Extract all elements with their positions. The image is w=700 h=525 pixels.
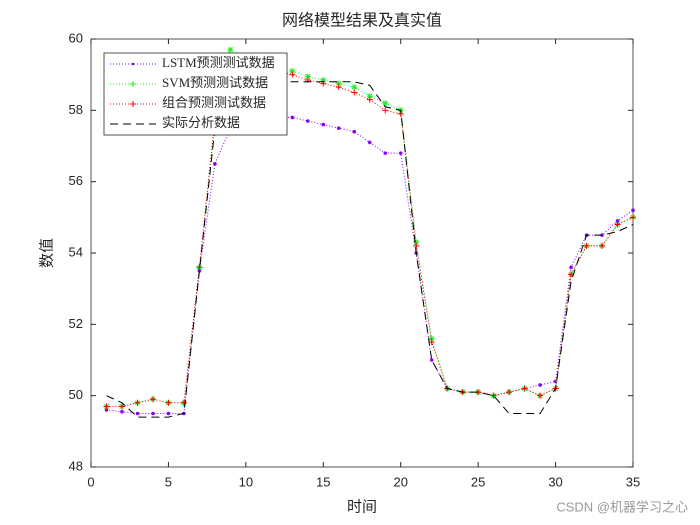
y-tick-label: 60 bbox=[69, 30, 83, 45]
point bbox=[382, 100, 389, 107]
point bbox=[290, 115, 295, 120]
point bbox=[151, 411, 155, 416]
y-tick-label: 52 bbox=[69, 316, 83, 331]
point bbox=[367, 140, 372, 145]
point bbox=[506, 389, 513, 396]
point bbox=[429, 358, 434, 362]
x-tick-label: 10 bbox=[239, 474, 253, 489]
point bbox=[320, 77, 327, 84]
point bbox=[351, 84, 358, 91]
point bbox=[521, 385, 528, 392]
point bbox=[614, 221, 621, 228]
y-axis-label: 数值 bbox=[38, 238, 55, 268]
legend-label: SVM预测测试数据 bbox=[162, 75, 268, 90]
x-tick-label: 35 bbox=[626, 474, 640, 489]
y-tick-label: 48 bbox=[69, 458, 83, 473]
point bbox=[599, 242, 606, 249]
point bbox=[118, 403, 125, 410]
point bbox=[398, 151, 403, 155]
chart-title: 网络模型结果及真实值 bbox=[282, 11, 442, 30]
point bbox=[428, 339, 435, 346]
point bbox=[630, 214, 636, 221]
legend-marker bbox=[131, 62, 135, 66]
point bbox=[335, 80, 342, 87]
point bbox=[428, 335, 435, 342]
y-tick-label: 54 bbox=[69, 244, 83, 259]
point bbox=[120, 409, 124, 414]
point bbox=[366, 93, 373, 100]
point bbox=[569, 265, 573, 270]
point bbox=[165, 399, 172, 406]
point bbox=[196, 264, 203, 271]
point bbox=[134, 399, 141, 406]
series-line bbox=[106, 81, 634, 418]
legend-box bbox=[103, 52, 288, 136]
point bbox=[149, 396, 156, 403]
point bbox=[289, 68, 296, 75]
point bbox=[352, 129, 357, 134]
point bbox=[413, 242, 420, 249]
point bbox=[538, 383, 542, 387]
point bbox=[490, 392, 497, 399]
x-tick-label: 25 bbox=[471, 474, 485, 489]
x-tick-label: 20 bbox=[393, 474, 407, 489]
point bbox=[413, 239, 420, 246]
legend-label: 组合预测测试数据 bbox=[162, 95, 266, 110]
point bbox=[336, 126, 341, 130]
y-tick-label: 50 bbox=[69, 387, 83, 402]
series-line bbox=[106, 116, 634, 414]
x-axis-label: 时间 bbox=[347, 498, 377, 515]
y-tick-label: 58 bbox=[69, 102, 83, 117]
point bbox=[383, 151, 388, 155]
point bbox=[227, 46, 234, 53]
y-tick-label: 56 bbox=[69, 173, 83, 188]
x-tick-label: 5 bbox=[165, 474, 172, 489]
point bbox=[180, 399, 187, 406]
legend-label: 实际分析数据 bbox=[162, 115, 240, 130]
point bbox=[289, 71, 296, 78]
point bbox=[366, 96, 373, 103]
point bbox=[537, 392, 544, 399]
point bbox=[583, 242, 590, 249]
legend-marker bbox=[130, 101, 136, 107]
point bbox=[335, 84, 342, 91]
x-tick-label: 15 bbox=[316, 474, 330, 489]
point bbox=[135, 411, 140, 416]
point bbox=[103, 403, 110, 410]
x-tick-label: 30 bbox=[548, 474, 562, 489]
point bbox=[321, 122, 326, 127]
x-tick-label: 0 bbox=[87, 474, 94, 489]
point bbox=[351, 89, 358, 96]
point bbox=[631, 208, 635, 212]
legend-label: LSTM预测测试数据 bbox=[162, 55, 275, 70]
point bbox=[304, 73, 311, 80]
point bbox=[306, 119, 310, 123]
watermark: CSDN @机器学习之心 bbox=[556, 499, 688, 514]
point bbox=[166, 411, 171, 416]
point bbox=[213, 162, 217, 166]
point bbox=[382, 107, 389, 114]
legend-marker bbox=[130, 81, 136, 87]
